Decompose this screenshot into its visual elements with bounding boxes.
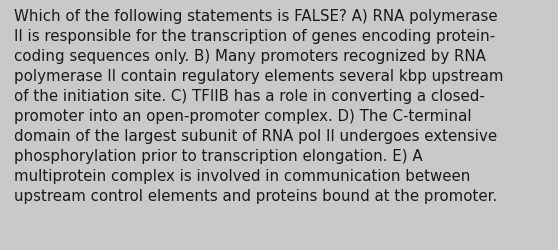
Text: Which of the following statements is FALSE? A) RNA polymerase
II is responsible : Which of the following statements is FAL… [14,9,503,203]
